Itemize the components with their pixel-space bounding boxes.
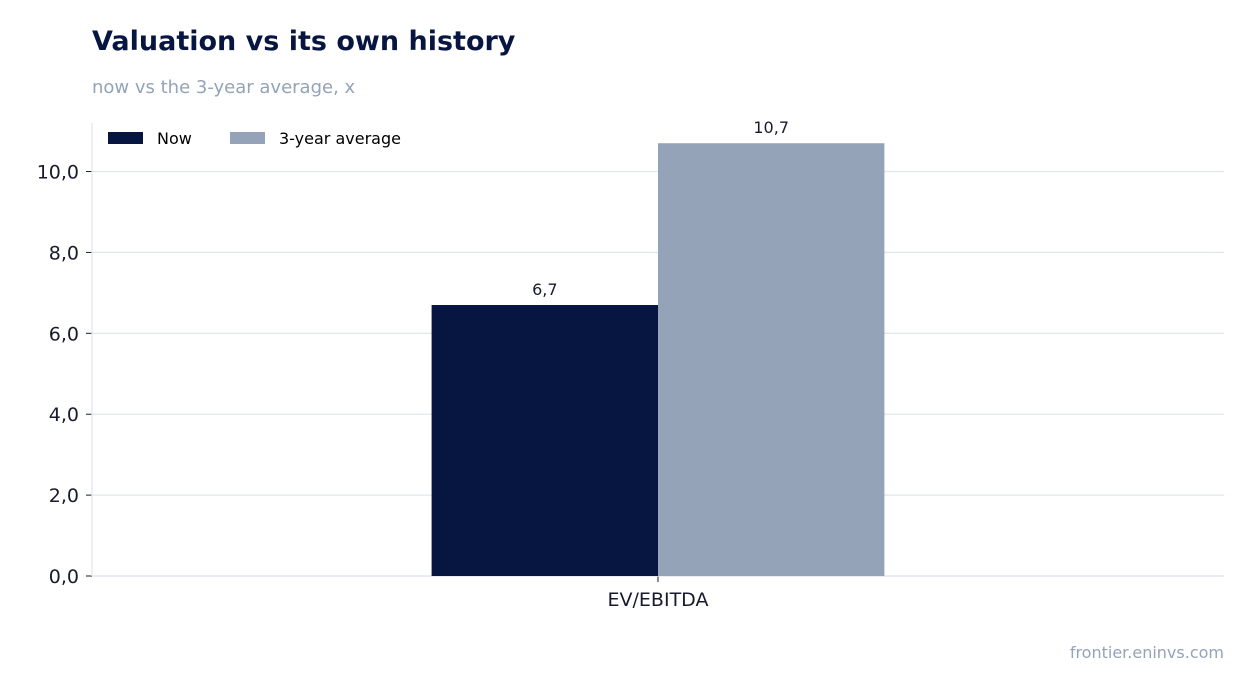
legend-swatch (108, 132, 143, 144)
axes: 0,0 2,0 4,0 6,0 8,0 10,0 EV/EBITDA (37, 123, 1224, 611)
bar-now (431, 305, 658, 576)
data-label: 6,7 (532, 280, 557, 299)
source-label: frontier.eninvs.com (1069, 643, 1224, 662)
y-tick-label: 10,0 (37, 162, 79, 184)
y-tick-label: 4,0 (49, 404, 79, 426)
legend-label: 3-year average (279, 129, 401, 148)
y-tick-label: 2,0 (49, 485, 79, 507)
chart-subtitle: now vs the 3-year average, x (92, 77, 356, 98)
data-label: 10,7 (753, 118, 789, 137)
y-tick-label: 8,0 (49, 242, 79, 264)
bar-average (658, 143, 885, 577)
chart-title: Valuation vs its own history (92, 26, 516, 57)
legend-label: Now (157, 129, 192, 148)
bars (431, 143, 885, 577)
legend: Now 3-year average (108, 129, 401, 148)
data-labels: 6,7 10,7 (532, 118, 789, 299)
x-tick-label: EV/EBITDA (608, 589, 709, 611)
legend-swatch (230, 132, 265, 144)
y-tick-label: 0,0 (49, 566, 79, 588)
y-tick-label: 6,0 (49, 323, 79, 345)
